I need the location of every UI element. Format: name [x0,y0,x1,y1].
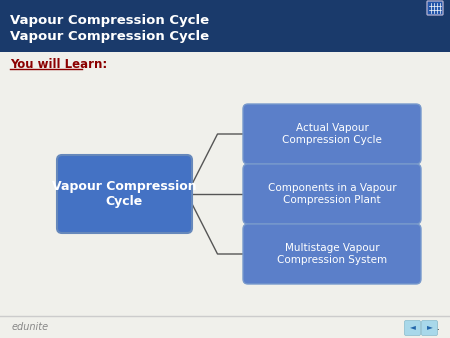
Text: Multistage Vapour
Compression System: Multistage Vapour Compression System [277,243,387,265]
FancyBboxPatch shape [57,155,192,233]
FancyBboxPatch shape [405,320,420,336]
FancyBboxPatch shape [243,104,421,164]
Text: Components in a Vapour
Compression Plant: Components in a Vapour Compression Plant [268,183,396,205]
Text: Vapour Compression Cycle: Vapour Compression Cycle [10,30,209,43]
Text: You will Learn:: You will Learn: [10,58,107,71]
Text: Actual Vapour
Compression Cycle: Actual Vapour Compression Cycle [282,123,382,145]
Text: Vapour Compression
Cycle: Vapour Compression Cycle [52,180,197,208]
FancyBboxPatch shape [243,164,421,224]
Text: edunite: edunite [12,322,49,332]
FancyBboxPatch shape [243,224,421,284]
Text: Vapour Compression Cycle: Vapour Compression Cycle [10,14,209,27]
FancyBboxPatch shape [427,1,443,15]
FancyBboxPatch shape [422,320,437,336]
Text: ►: ► [427,322,432,332]
Text: ◄: ◄ [410,322,415,332]
FancyBboxPatch shape [0,0,450,52]
Text: 1: 1 [433,322,440,332]
